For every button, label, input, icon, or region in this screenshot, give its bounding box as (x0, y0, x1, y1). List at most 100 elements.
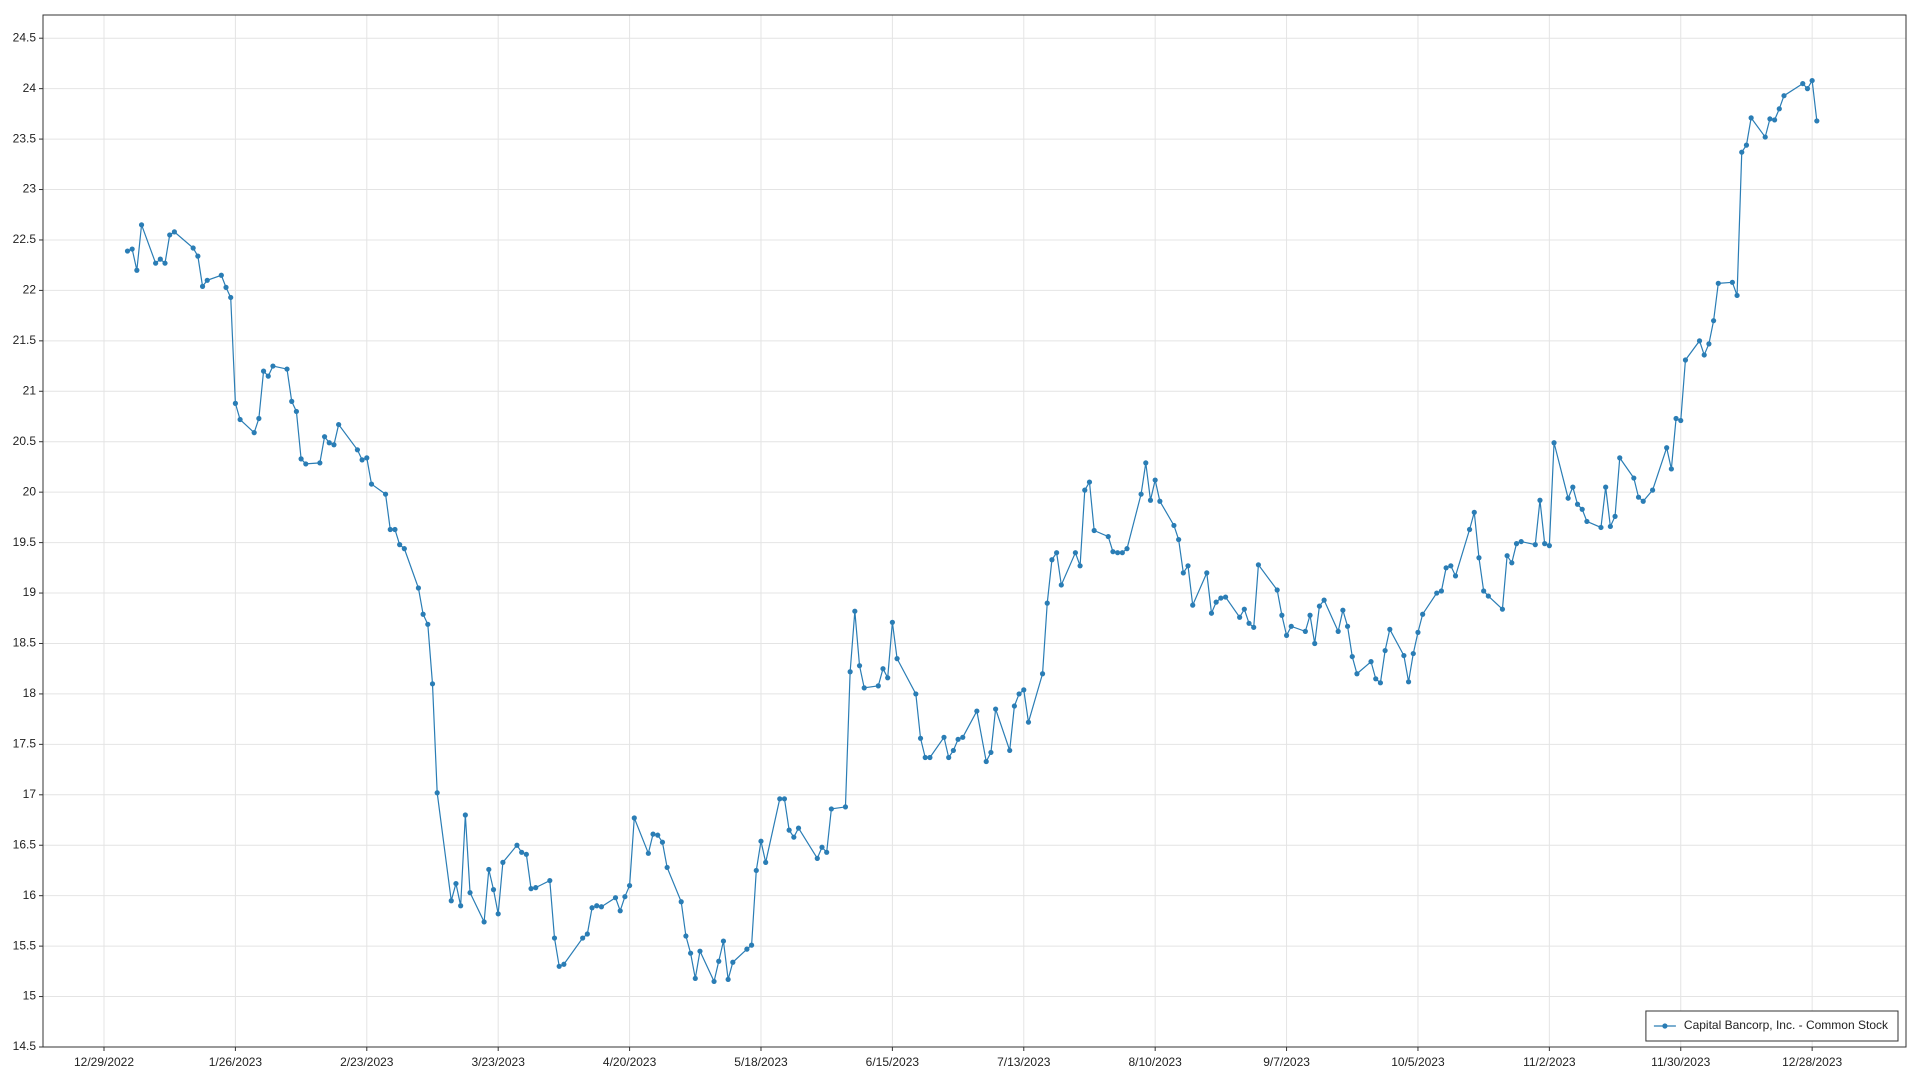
data-point (321, 434, 328, 440)
data-point (1288, 623, 1294, 629)
data-point (1551, 440, 1557, 446)
data-point (711, 978, 717, 985)
data-point (1039, 671, 1046, 677)
data-point (1678, 417, 1684, 424)
data-point (753, 867, 759, 874)
y-tick-label: 23.5 (13, 131, 37, 145)
data-point (458, 903, 464, 909)
data-point (1246, 620, 1252, 626)
data-point (1025, 719, 1032, 725)
data-point (265, 373, 271, 379)
data-point (1044, 600, 1050, 606)
data-point (1664, 445, 1670, 451)
x-tick-label: 3/23/2023 (471, 1055, 525, 1069)
data-point (1119, 550, 1125, 556)
data-point (533, 885, 539, 891)
data-point (1518, 538, 1524, 545)
x-tick-label: 12/28/2023 (1782, 1055, 1842, 1069)
data-point (1673, 415, 1679, 422)
data-point (1382, 647, 1388, 654)
data-point (1776, 106, 1782, 112)
data-point (781, 796, 788, 802)
data-point (425, 621, 431, 627)
data-point (453, 880, 459, 887)
data-point (1668, 466, 1674, 472)
data-point (1420, 611, 1426, 617)
x-tick-label: 6/15/2023 (866, 1055, 920, 1069)
data-point (1715, 280, 1721, 286)
data-point (260, 368, 267, 374)
data-point (204, 277, 210, 283)
data-point (1091, 527, 1097, 534)
data-point (1499, 606, 1506, 612)
data-point (678, 899, 684, 905)
data-point (720, 938, 727, 944)
data-point (467, 890, 473, 896)
data-point (1049, 557, 1055, 563)
data-point (359, 457, 365, 463)
data-point (1598, 524, 1604, 531)
data-point (490, 887, 497, 893)
legend: Capital Bancorp, Inc. - Common Stock (1645, 1010, 1899, 1042)
data-point (922, 754, 928, 761)
data-point (331, 442, 337, 448)
data-point (1307, 612, 1313, 618)
legend-key-marker (1662, 1023, 1668, 1029)
data-point (167, 232, 173, 238)
data-point (1222, 594, 1229, 600)
y-tick-label: 20 (23, 484, 37, 498)
data-point (401, 546, 407, 552)
y-tick-label: 17.5 (13, 737, 37, 751)
data-point (368, 481, 375, 487)
data-point (500, 859, 506, 865)
data-point (392, 526, 398, 533)
data-point (1321, 597, 1327, 603)
y-tick-label: 24 (23, 81, 37, 95)
data-point (1781, 93, 1787, 99)
data-point (659, 839, 666, 845)
data-point (1274, 587, 1280, 593)
data-point (1377, 680, 1384, 686)
data-point (950, 747, 956, 754)
data-point (336, 421, 342, 428)
data-point (1734, 292, 1740, 299)
data-point (1448, 563, 1454, 569)
data-point (1344, 623, 1351, 629)
data-point (983, 758, 989, 765)
data-point (1373, 676, 1379, 682)
data-point (814, 855, 820, 861)
y-tick-label: 19.5 (13, 535, 37, 549)
data-point (1176, 536, 1182, 543)
data-point (828, 806, 834, 812)
data-point (1316, 603, 1323, 609)
data-point (1410, 650, 1416, 657)
data-point (960, 734, 966, 740)
data-point (1513, 541, 1520, 547)
data-point (153, 260, 159, 266)
data-point (519, 849, 525, 855)
data-point (387, 526, 393, 533)
data-point (1579, 506, 1585, 512)
data-point (556, 963, 562, 969)
data-point (692, 975, 698, 982)
data-point (303, 461, 309, 467)
data-point (1452, 573, 1459, 579)
x-tick-label: 7/13/2023 (997, 1055, 1051, 1069)
data-point (725, 976, 731, 983)
data-point (697, 948, 703, 954)
data-point (941, 734, 947, 740)
data-point (1218, 595, 1224, 601)
data-point (223, 284, 229, 290)
y-tick-label: 21 (23, 383, 37, 397)
data-point (664, 864, 670, 871)
data-point (824, 849, 830, 855)
data-point (687, 950, 694, 956)
data-point (1007, 747, 1013, 754)
data-point (1574, 501, 1581, 507)
data-point (1279, 612, 1285, 618)
data-point (1058, 582, 1064, 588)
data-point (326, 440, 332, 446)
y-tick-label: 20.5 (13, 434, 37, 448)
data-point (1701, 352, 1707, 358)
